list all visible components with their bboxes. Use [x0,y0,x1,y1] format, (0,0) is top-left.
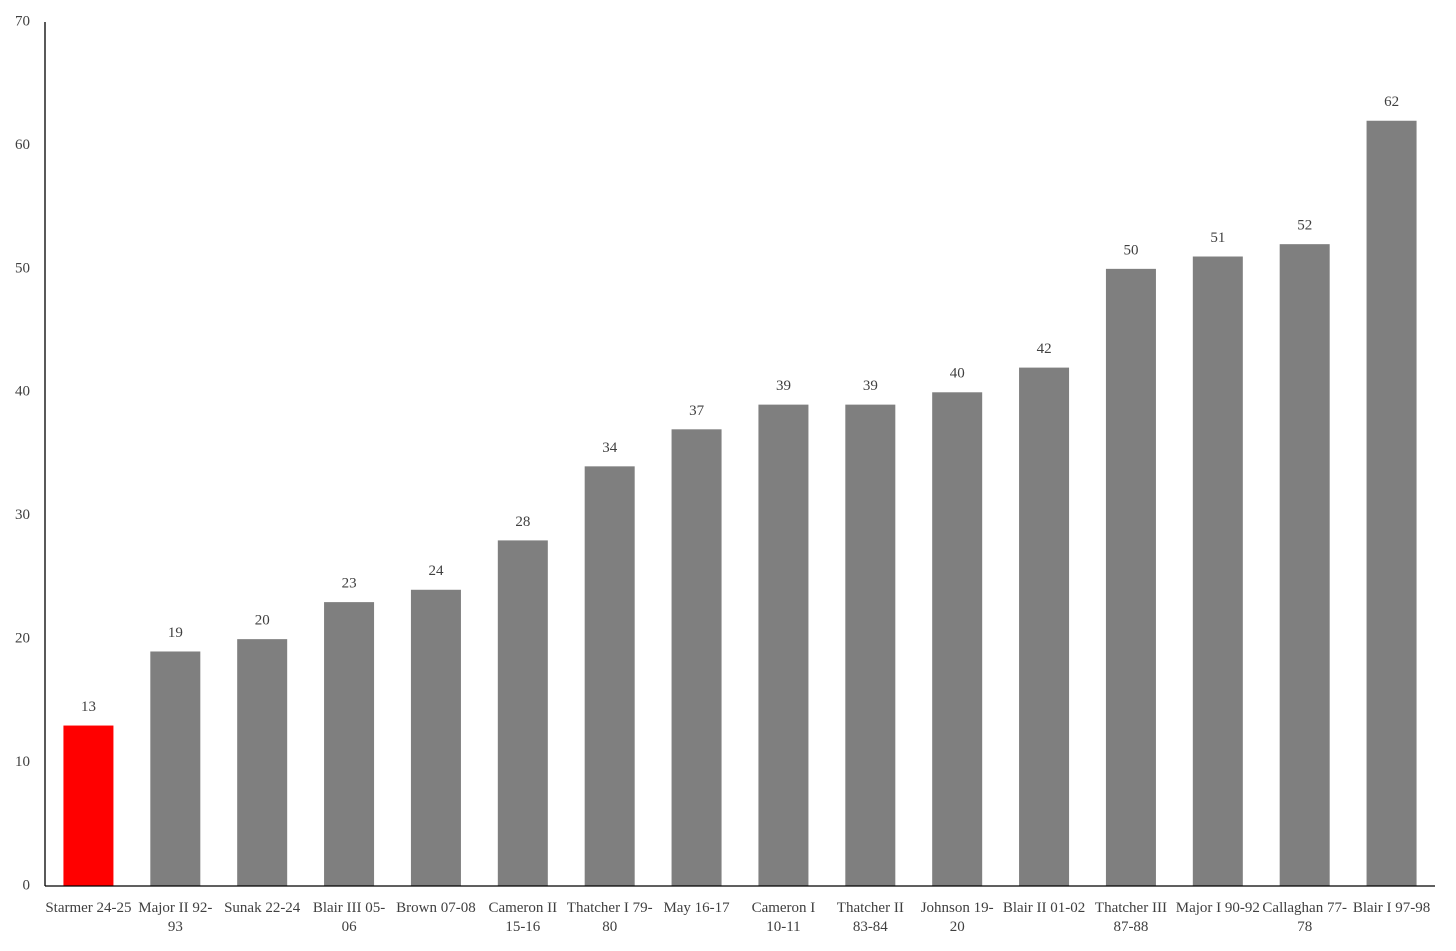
x-tick-label: Cameron I 10-11 [751,900,816,935]
data-label: 23 [342,576,357,592]
x-tick-label: Brown 07-08 [396,900,476,916]
bar [150,651,201,886]
data-label: 42 [1037,341,1052,357]
bar [1279,244,1330,886]
data-label: 20 [255,613,270,629]
y-tick-label: 40 [15,384,30,400]
data-label: 51 [1210,230,1225,246]
bar [932,392,983,886]
x-tick-label: Cameron II 15-16 [488,900,558,935]
y-tick-label: 60 [15,137,30,153]
x-tick-label: Major I 90-92 [1175,900,1260,916]
y-tick-label: 0 [23,877,31,893]
data-label: 24 [428,563,444,579]
x-tick-label: Thatcher I 79-80 [566,900,653,935]
x-tick-label: Thatcher III 87-88 [1094,900,1167,935]
x-tick-label: Starmer 24-25 [45,900,132,916]
bar [758,404,809,886]
bar [324,602,375,886]
bar [1105,268,1156,886]
y-tick-label: 20 [15,631,30,647]
data-label: 40 [950,366,965,382]
data-label: 13 [81,699,96,715]
bar [845,404,896,886]
data-label: 34 [602,440,618,456]
data-label: 39 [863,378,878,394]
data-label: 62 [1384,94,1399,110]
bar [584,466,635,886]
x-tick-label: Sunak 22-24 [224,900,301,916]
bar [1366,120,1417,886]
bar [671,429,722,886]
x-tick-label: Blair III 05-06 [312,900,386,935]
y-tick-label: 10 [15,754,30,770]
x-tick-label: Blair I 97-98 [1352,900,1431,916]
bar [63,725,114,886]
x-tick-label: Thatcher II 83-84 [836,900,904,935]
x-tick-label: May 16-17 [663,900,730,916]
bar [1192,256,1243,886]
data-label: 19 [168,625,183,641]
x-tick-label: Callaghan 77-78 [1262,900,1347,935]
data-label: 52 [1297,218,1312,234]
data-label: 50 [1123,242,1138,258]
data-label: 37 [689,403,705,419]
bar [237,639,288,886]
bar [410,589,461,886]
data-label: 28 [515,514,530,530]
y-tick-label: 50 [15,260,30,276]
bar [497,540,548,886]
x-tick-label: Major II 92-93 [138,900,213,935]
bar [1019,367,1070,887]
x-tick-label: Blair II 01-02 [1002,900,1086,916]
data-label: 39 [776,378,791,394]
y-tick-label: 30 [15,507,30,523]
x-tick-label: Johnson 19-20 [920,900,994,935]
y-tick-label: 70 [15,13,30,29]
